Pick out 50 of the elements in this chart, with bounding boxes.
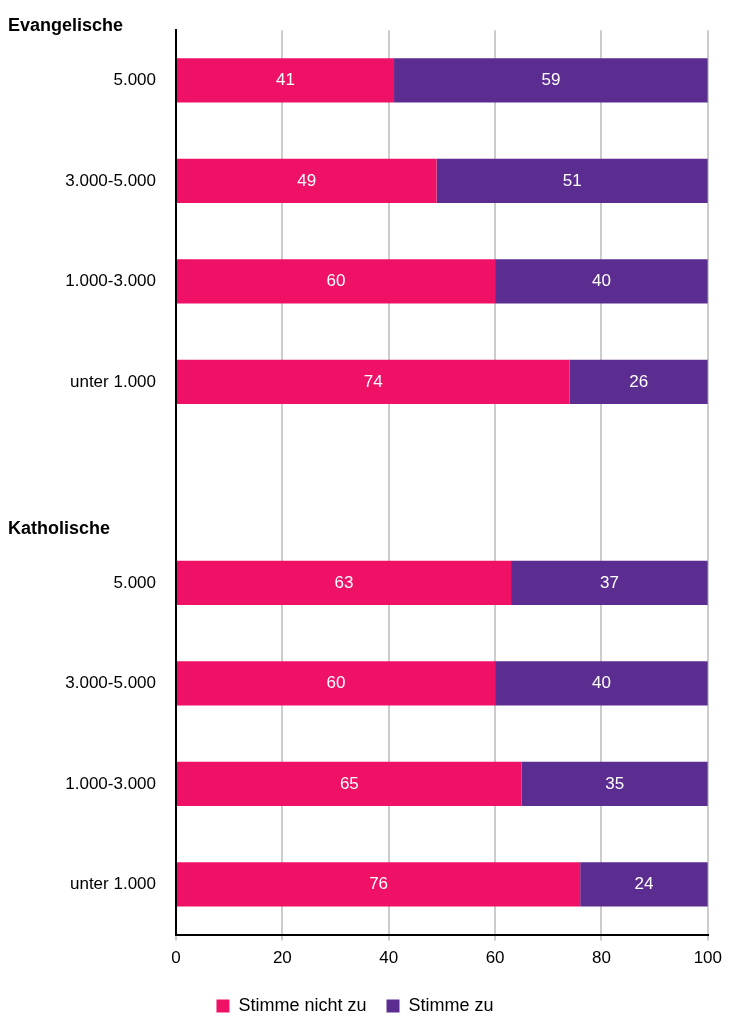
data-label: 35 [605,773,625,793]
data-label: 37 [599,572,619,592]
data-label: 51 [562,170,582,190]
y-tick-label: 3.000-5.000 [65,170,156,190]
bar [177,359,570,405]
bar [436,158,708,204]
text: Evangelische [8,15,124,36]
bar [177,259,496,304]
bar [177,158,437,204]
x-tick-label: 0 [171,948,181,968]
bar [511,560,708,605]
y-tick-label: 1.000-3.000 [65,773,156,793]
data-label: 60 [326,673,346,693]
bar [495,661,708,706]
data-label: 65 [339,773,359,793]
data-label: 40 [591,271,611,291]
x-tick-label: 80 [591,948,611,968]
y-tick-label: unter 1.000 [69,874,156,894]
data-label: 74 [363,371,383,391]
bar [569,359,708,405]
bar [177,560,512,605]
data-label: 76 [369,874,389,894]
text: Katholische [8,517,111,538]
y-tick-label: 3.000-5.000 [65,673,156,693]
y-tick-label: unter 1.000 [69,371,156,391]
data-label: 40 [591,673,611,693]
bar [177,58,395,103]
bar [177,862,581,907]
bar [495,259,708,304]
x-tick-label: 100 [693,948,723,968]
x-tick-label: 60 [485,948,505,968]
data-label: 26 [629,371,649,391]
data-label: 63 [334,572,354,592]
y-tick-label: 5.000 [113,70,156,90]
data-label: 59 [541,70,561,90]
legend-label: Stimme zu [408,994,494,1015]
y-tick-label: 5.000 [113,572,156,592]
x-tick-label: 20 [272,948,292,968]
data-label: 41 [276,70,295,90]
bar [177,761,522,806]
y-tick-label: 1.000-3.000 [65,271,156,291]
bar [394,58,708,103]
bar [580,862,708,907]
legend-label: Stimme nicht zu [238,994,367,1015]
bar [521,761,708,806]
x-tick-label: 40 [379,948,399,968]
data-label: 49 [297,170,317,190]
data-label: 24 [634,874,654,894]
data-label: 60 [326,271,346,291]
bar [177,661,496,706]
